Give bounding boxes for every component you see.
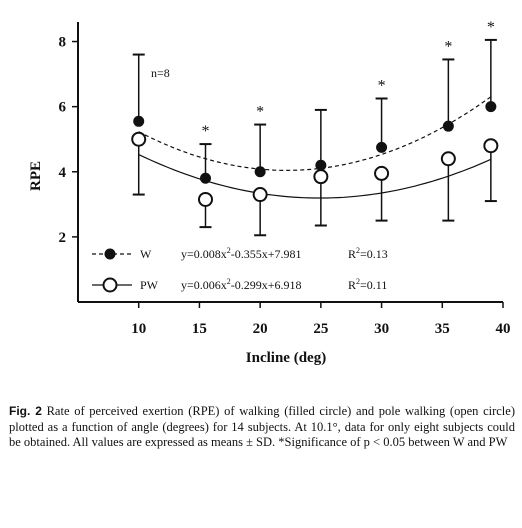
legend-w-marker [104, 248, 116, 260]
significance-star: * [378, 78, 386, 95]
pw-marker [483, 138, 499, 154]
x-axis-label: Incline (deg) [246, 350, 326, 366]
w-marker [376, 141, 388, 153]
significance-star: * [487, 19, 495, 36]
caption-figure-number: Fig. 2 [9, 404, 42, 418]
w-marker [254, 166, 266, 178]
w-fit-curve [138, 96, 492, 172]
w-marker [315, 159, 327, 171]
w-marker [485, 101, 497, 113]
significance-marks: * * * * * [202, 19, 495, 140]
n-annotation: n=8 [151, 66, 170, 80]
significance-star: * [202, 123, 210, 140]
x-tick-label: 20 [253, 321, 268, 337]
legend-pw-r2: R2=0.11 [348, 277, 387, 292]
legend-pw-label: PW [140, 278, 159, 292]
pw-marker [440, 151, 456, 167]
caption-text: Rate of perceived exertion (RPE) of walk… [9, 404, 515, 449]
pw-marker [131, 131, 147, 147]
x-tick-label: 15 [192, 321, 207, 337]
x-tick-label: 25 [313, 321, 328, 337]
y-tick-label: 6 [59, 100, 67, 116]
pw-marker [374, 165, 390, 181]
significance-star: * [256, 104, 264, 121]
legend: W y=0.008x2-0.355x+7.981 R2=0.13 PW y=0.… [92, 246, 388, 293]
axes [72, 22, 504, 308]
error-bars [132, 38, 497, 237]
rpe-chart: * * * * * 2 4 6 8 10 15 20 25 30 35 40 Incline (deg) R… [28, 19, 511, 366]
legend-w-r2: R2=0.13 [348, 246, 388, 261]
fit-curves [138, 96, 492, 199]
tick-labels: 2 4 6 8 10 15 20 25 30 35 40 [59, 35, 511, 337]
y-tick-label: 2 [59, 230, 67, 246]
y-axis-label: RPE [28, 161, 44, 191]
legend-pw-equation: y=0.006x2-0.299x+6.918 [181, 277, 302, 292]
w-marker [200, 172, 211, 184]
legend-pw-marker [102, 277, 118, 293]
x-tick-label: 10 [131, 321, 146, 337]
legend-w-equation: y=0.008x2-0.355x+7.981 [181, 246, 302, 261]
pw-marker [313, 169, 329, 185]
w-marker [442, 120, 454, 132]
legend-w-label: W [140, 247, 152, 261]
w-marker [133, 115, 145, 127]
pw-marker [198, 191, 213, 207]
data-markers [131, 101, 499, 207]
y-tick-label: 8 [59, 35, 67, 51]
x-tick-label: 35 [435, 321, 450, 337]
significance-star: * [444, 38, 452, 55]
x-tick-label: 30 [374, 321, 389, 337]
figure-caption: Fig. 2 Rate of perceived exertion (RPE) … [9, 404, 515, 451]
y-tick-label: 4 [59, 165, 67, 181]
x-tick-label: 40 [496, 321, 511, 337]
pw-marker [252, 187, 268, 203]
pw-fit-curve [138, 154, 492, 199]
